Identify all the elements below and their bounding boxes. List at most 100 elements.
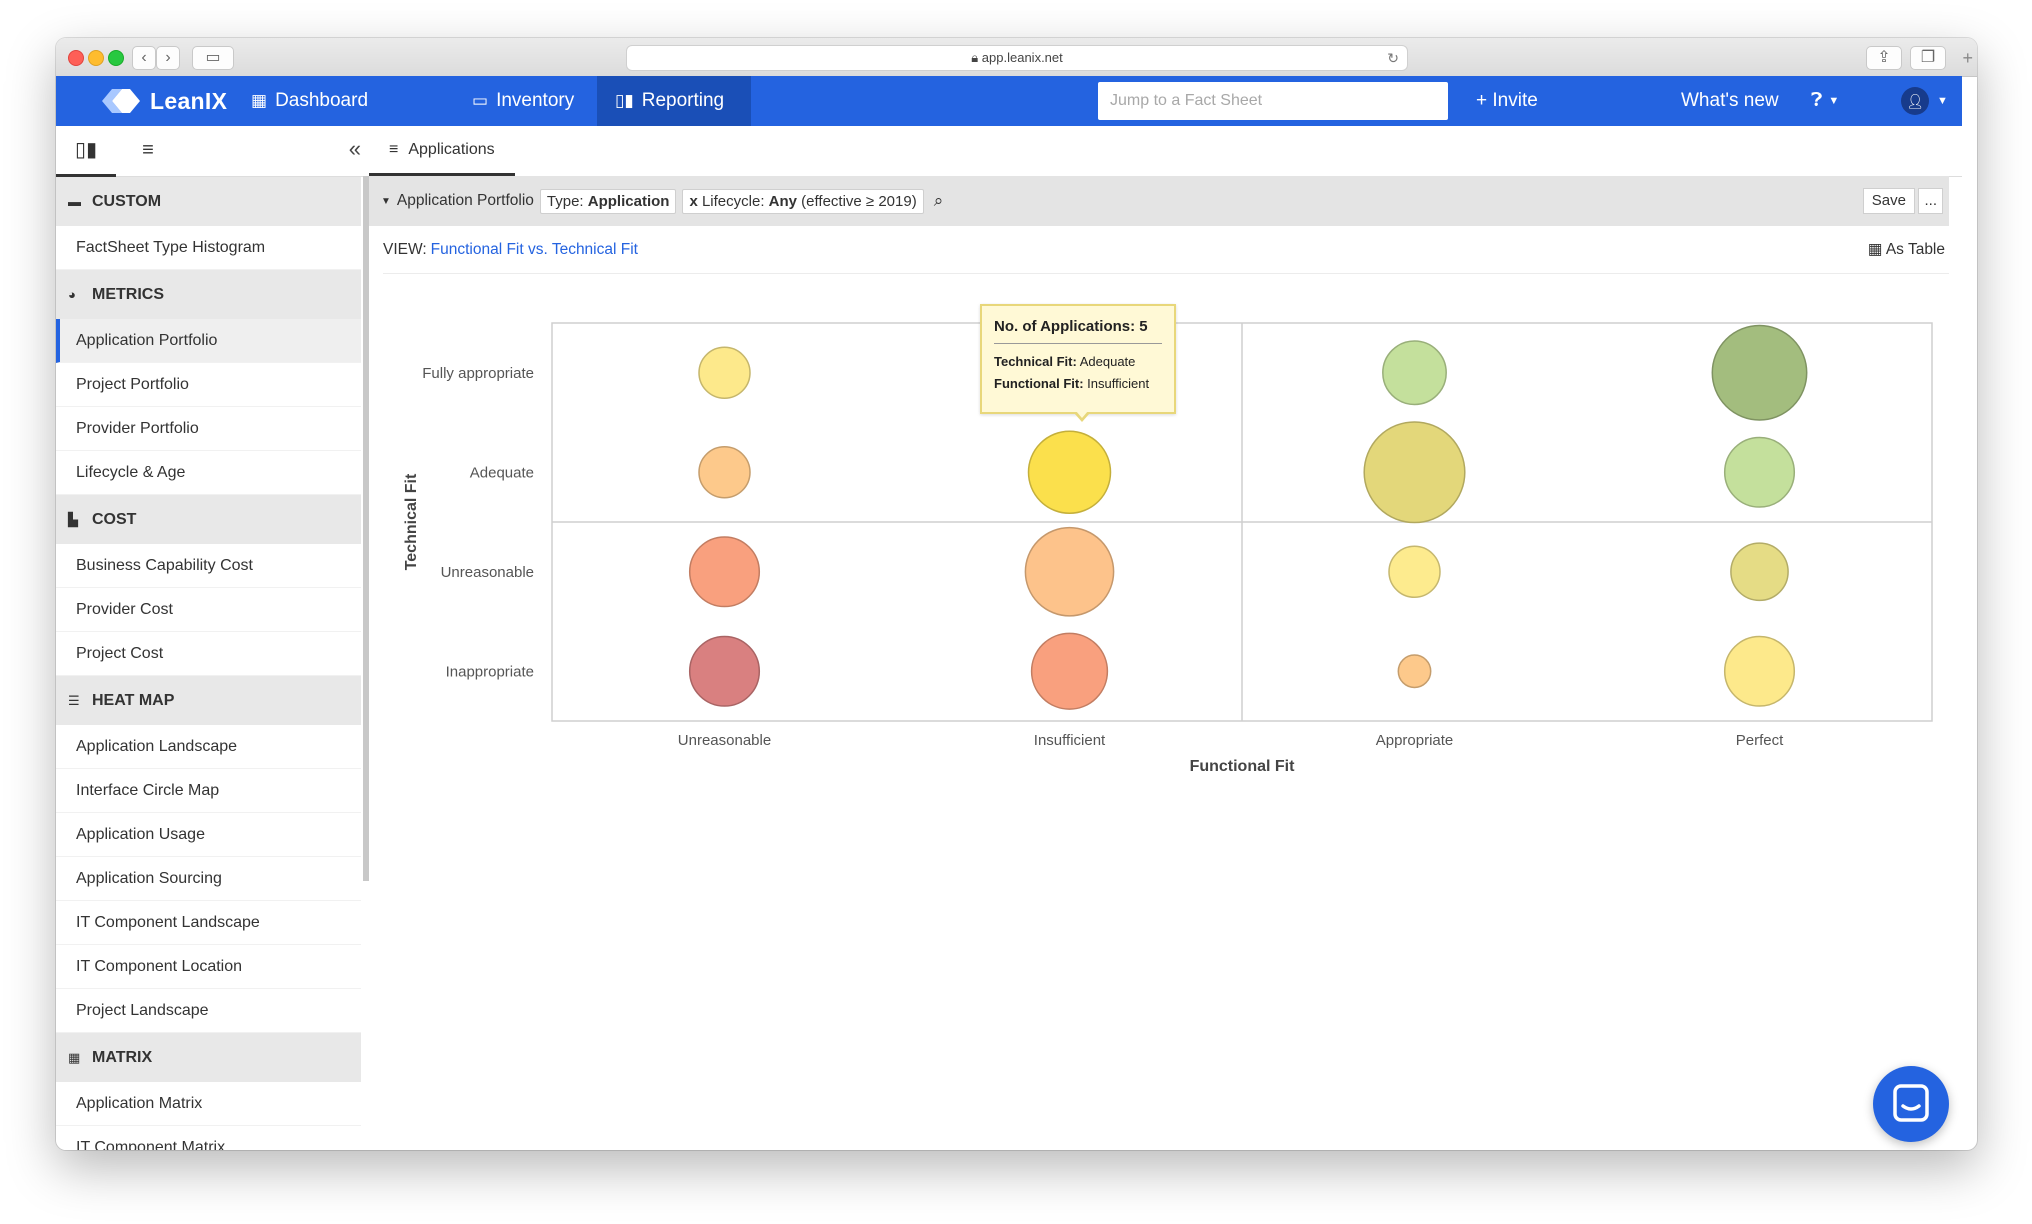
nav-dashboard-label: Dashboard [275,90,369,111]
share-icon[interactable]: ⇪ [1866,46,1902,70]
grid-icon: ▦ [251,91,268,110]
bubble [1027,430,1112,514]
bubble [1363,421,1466,524]
tab-filter-icon[interactable]: ≡ [142,139,154,161]
sidebar-item-project-landscape[interactable]: Project Landscape [56,989,361,1033]
bubble [698,346,751,399]
whats-new-label: What's new [1681,90,1779,111]
folder-icon: ▬ [68,194,81,209]
chat-icon [1893,1084,1929,1122]
tabs-icon[interactable]: ❐ [1910,46,1946,70]
as-table-label: As Table [1885,241,1945,258]
type-filter-chip[interactable]: Type: Application [539,188,677,214]
collapse-sidebar-icon[interactable]: « [348,136,361,161]
user-menu[interactable]: 👤︎ ▼ [1901,76,1948,126]
bubble [1382,340,1447,406]
sidebar-item-application-usage[interactable]: Application Usage [56,813,361,857]
filter-bar: ▼ Application Portfolio Type: Applicatio… [369,176,1949,226]
forward-icon[interactable]: › [156,46,180,70]
sidebar-item-business-capability-cost[interactable]: Business Capability Cost [56,544,361,588]
sidebar-toggle-icon[interactable]: ▭ [192,46,234,70]
sidebar-item-provider-cost[interactable]: Provider Cost [56,588,361,632]
bubble [1723,436,1796,508]
sidebar-item-interface-circle-map[interactable]: Interface Circle Map [56,769,361,813]
new-tab-icon[interactable]: + [1962,48,1973,68]
close-window-button[interactable] [68,50,84,66]
sidebar-item-label: Application Portfolio [76,331,218,349]
y-tick-label: Adequate [470,464,534,481]
list-icon: ☰ [68,692,80,708]
lifecycle-filter-chip[interactable]: x Lifecycle: Any (effective ≥ 2019) [682,188,924,214]
portfolio-bubble-chart: Fully appropriate Adequate Unreasonable Ina… [403,322,1933,775]
sidebar-item-project-portfolio[interactable]: Project Portfolio [56,363,361,407]
chip-value: Application [587,192,670,210]
whats-new-button[interactable]: What's new [1681,76,1779,126]
section-title: HEAT MAP [92,691,175,709]
sidebar-item-application-landscape[interactable]: Application Landscape [56,725,361,769]
tab-label: Applications [408,140,495,158]
nav-dashboard[interactable]: ▦ Dashboard [233,76,386,126]
invite-label: + Invite [1476,90,1538,111]
sidebar-item-it-component-landscape[interactable]: IT Component Landscape [56,901,361,945]
y-tick-label: Inappropriate [446,663,534,680]
remove-filter-icon[interactable]: x [689,192,698,210]
bubble [1711,324,1808,421]
nav-inventory-label: Inventory [496,90,575,111]
x-tick-label: Unreasonable [678,732,771,749]
save-button[interactable]: Save [1862,188,1915,214]
sidebar-item-application-portfolio[interactable]: Application Portfolio [56,319,361,363]
chat-launcher-button[interactable] [1873,1066,1949,1142]
sidebar-item-label: Application Matrix [76,1094,203,1112]
search-icon[interactable]: ⌕ [933,191,944,210]
bubble [688,536,761,608]
view-selector-link[interactable]: Functional Fit vs. Technical Fit [430,240,638,258]
bubble-tooltip: No. of Applications: 5 Technical Fit: Ad… [980,304,1176,422]
report-main: ≡ Applications ▼ Application Portfolio T… [369,126,1962,1150]
y-tick-label: Unreasonable [441,564,534,581]
sidebar-item-label: FactSheet Type Histogram [76,238,266,256]
x-tick-label: Appropriate [1376,732,1454,749]
sidebar-item-application-sourcing[interactable]: Application Sourcing [56,857,361,901]
tab-applications[interactable]: ≡ Applications [369,126,515,176]
sidebar-item-it-component-matrix[interactable]: IT Component Matrix [56,1126,361,1151]
reload-icon[interactable]: ↻ [1387,50,1399,66]
sidebar-item-label: Lifecycle & Age [76,463,186,481]
view-label: VIEW: [383,240,427,258]
sidebar-item-label: IT Component Location [76,957,243,975]
as-table-button[interactable]: ▦ As Table [1868,240,1945,259]
tab-reports-icon[interactable]: ▯▮ [56,126,116,177]
zoom-window-button[interactable] [108,50,124,66]
sidebar-scrollbar[interactable] [363,176,369,881]
sidebar-item-factsheet-type-histogram[interactable]: FactSheet Type Histogram [56,226,361,270]
bubble [1030,632,1109,710]
chip-label: Type: [546,192,584,210]
back-icon[interactable]: ‹ [132,46,156,70]
nav-reporting[interactable]: ▯▮ Reporting [597,76,751,126]
sidebar-item-provider-portfolio[interactable]: Provider Portfolio [56,407,361,451]
bubble [1730,542,1789,602]
brand-name: LeanIX [150,87,228,114]
bubble [698,446,751,499]
report-name[interactable]: Application Portfolio [396,192,534,209]
avatar: 👤︎ [1901,87,1929,115]
help-menu[interactable]: ❓︎ ▼ [1811,76,1839,126]
sidebar-item-label: Application Usage [76,825,205,843]
invite-button[interactable]: + Invite [1476,76,1538,126]
nav-inventory[interactable]: ▭ Inventory [454,76,592,126]
address-bar[interactable]: 🔒︎ app.leanix.net ↻ [626,45,1408,71]
sidebar-item-it-component-location[interactable]: IT Component Location [56,945,361,989]
sidebar-item-lifecycle-age[interactable]: Lifecycle & Age [56,451,361,495]
brand-logo[interactable]: LeanIX [100,76,227,126]
more-button[interactable]: ... [1918,188,1943,214]
sidebar-item-application-matrix[interactable]: Application Matrix [56,1082,361,1126]
minimize-window-button[interactable] [88,50,104,66]
nav-reporting-label: Reporting [641,90,725,111]
sidebar-item-label: IT Component Landscape [76,913,260,931]
jump-to-fact-sheet-input[interactable] [1098,82,1448,120]
caret-down-icon[interactable]: ▼ [381,195,391,207]
x-tick-label: Insufficient [1034,732,1106,749]
y-axis-label: Technical Fit [403,473,420,570]
sidebar-item-label: Provider Cost [76,600,173,618]
sidebar-item-project-cost[interactable]: Project Cost [56,632,361,676]
bubble [1388,545,1441,598]
